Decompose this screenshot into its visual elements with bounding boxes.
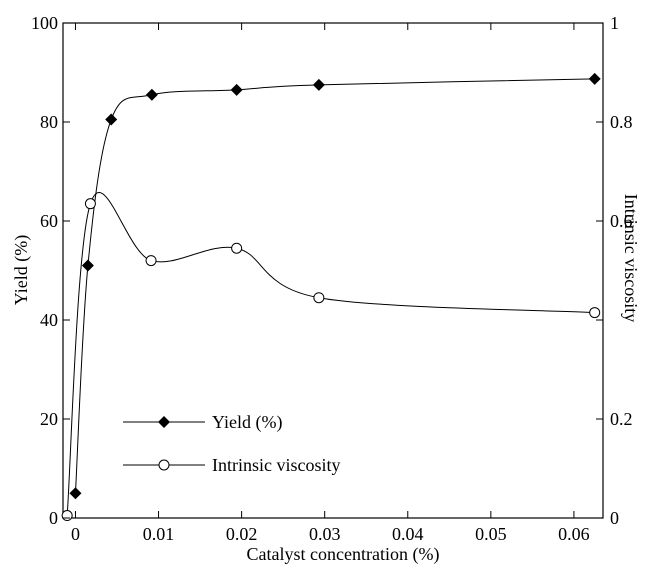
x-tick-label: 0.06 xyxy=(558,524,590,544)
y-tick-label: 100 xyxy=(31,13,58,33)
legend-yield-marker xyxy=(158,416,170,428)
y2-tick-label: 0.6 xyxy=(610,211,633,231)
y-axis-title: Yield (%) xyxy=(11,235,32,305)
viscosity-point xyxy=(61,510,73,522)
yield-point xyxy=(588,72,601,85)
yield-point xyxy=(312,78,325,91)
yield-point xyxy=(145,88,158,101)
yield-point xyxy=(230,83,243,96)
x-tick-label: 0.04 xyxy=(392,524,424,544)
x-axis-title: Catalyst concentration (%) xyxy=(247,544,440,565)
x-tick-label: 0.02 xyxy=(226,524,258,544)
y2-axis-title: Intrinsic viscosity xyxy=(621,194,641,323)
viscosity-point xyxy=(145,255,157,267)
legend: Yield (%) Intrinsic viscosity xyxy=(123,412,341,475)
legend-viscosity-label: Intrinsic viscosity xyxy=(212,455,341,475)
x-tick-label: 0.05 xyxy=(475,524,507,544)
y-tick-label: 80 xyxy=(40,112,58,132)
y2-tick-label: 0.8 xyxy=(610,112,633,132)
yield-point xyxy=(105,113,118,126)
y-tick-label: 60 xyxy=(40,211,58,231)
legend-viscosity-marker xyxy=(158,459,170,471)
yield-point xyxy=(81,259,94,272)
viscosity-point xyxy=(313,292,325,304)
y-tick-label: 20 xyxy=(40,409,58,429)
viscosity-point xyxy=(231,242,243,254)
y2-tick-label: 1 xyxy=(610,13,619,33)
legend-yield-label: Yield (%) xyxy=(212,412,282,433)
x-tick-label: 0 xyxy=(71,524,80,544)
y2-tick-label: 0.2 xyxy=(610,409,633,429)
plot-frame xyxy=(62,22,604,519)
y-tick-label: 40 xyxy=(40,310,58,330)
viscosity-point xyxy=(84,198,96,210)
y2-tick-label: 0 xyxy=(610,508,619,528)
yield-point xyxy=(69,487,82,500)
viscosity-point xyxy=(589,307,601,319)
x-tick-label: 0.01 xyxy=(143,524,175,544)
x-tick-label: 0.03 xyxy=(309,524,341,544)
yield-series-line xyxy=(74,78,595,494)
y-tick-label: 0 xyxy=(49,508,58,528)
viscosity-series-line xyxy=(66,192,595,516)
